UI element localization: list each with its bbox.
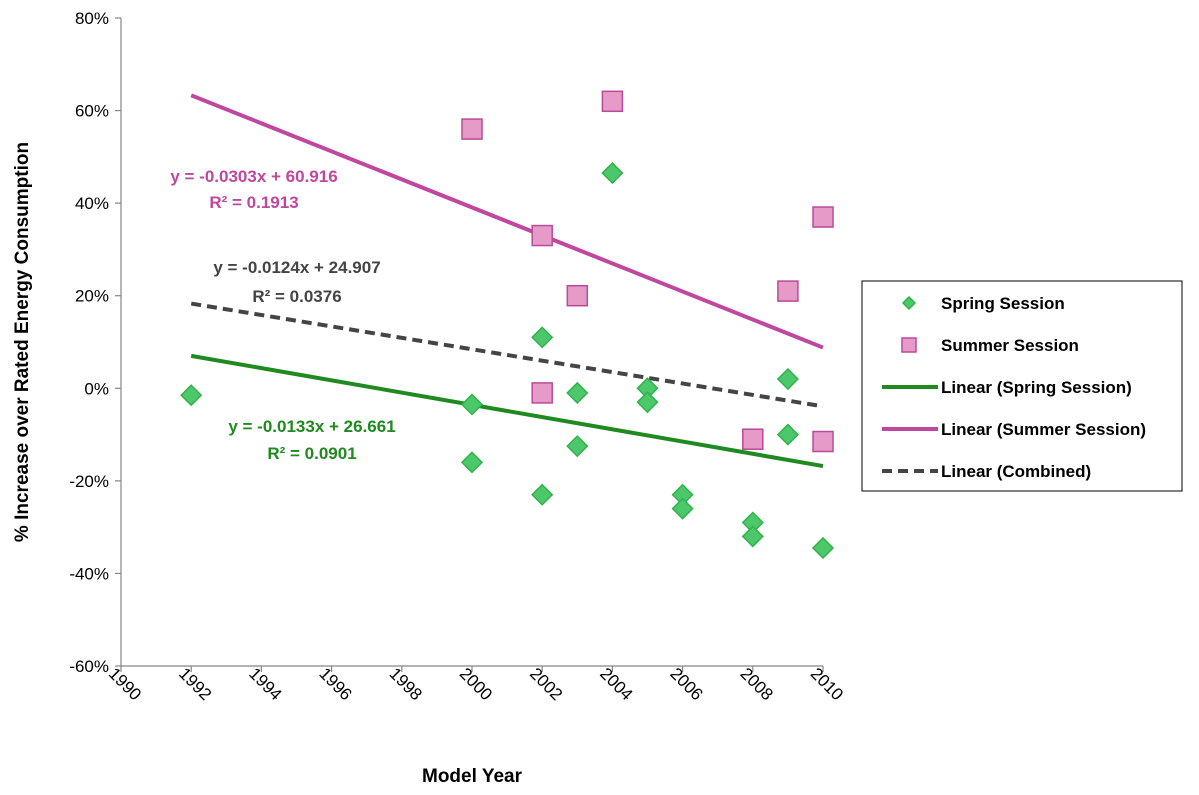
trendline (190, 93, 824, 350)
trendline-r2: R² = 0.0901 (267, 444, 356, 463)
y-tick-label: 80% (75, 9, 109, 28)
summer-point (812, 206, 834, 228)
spring-point (566, 435, 589, 458)
x-tick-label: 2004 (596, 664, 636, 704)
trendline-equations: y = -0.0133x + 26.661 R² = 0.0901 y = -0.0… (170, 167, 395, 463)
x-tick-label: 2010 (807, 664, 847, 704)
legend-label: Summer Session (941, 336, 1079, 355)
spring-point (460, 393, 484, 416)
x-axis-title: Model Year (422, 766, 523, 787)
y-tick-label: -60% (69, 657, 109, 676)
legend-spring-marker (901, 295, 917, 311)
y-tick-label: -40% (69, 564, 109, 583)
spring-point (776, 367, 799, 391)
trendline-equation: y = -0.0124x + 24.907 (213, 258, 380, 277)
trendline-r2: R² = 0.1913 (209, 193, 298, 212)
legend-label: Linear (Summer Session) (941, 420, 1146, 439)
trendline-equation: y = -0.0133x + 26.661 (228, 417, 395, 436)
spring-point (671, 497, 694, 520)
legend-label: Spring Session (941, 294, 1065, 313)
x-tick-label: 2000 (456, 664, 496, 704)
trendline-equation: y = -0.0303x + 60.916 (170, 167, 337, 186)
spring-point (776, 423, 799, 446)
summer-point (566, 284, 589, 307)
legend-label: Linear (Combined) (941, 462, 1091, 481)
x-tick-label: 1992 (175, 664, 215, 704)
x-tick-label: 1996 (315, 664, 355, 704)
x-tick-label: 2008 (737, 664, 777, 704)
spring-point (741, 525, 764, 548)
y-axis-title: % Increase over Rated Energy Consumption (12, 142, 33, 542)
summer-point (812, 430, 834, 453)
legend: Spring Session Summer Session Linear (Spri… (861, 280, 1183, 492)
x-tick-label: 1994 (245, 664, 285, 704)
summer-point (777, 280, 799, 302)
spring-point (601, 161, 624, 185)
trendline-r2: R² = 0.0376 (252, 287, 341, 306)
summer-point (742, 428, 764, 450)
trendlines (190, 93, 824, 469)
spring-point (460, 451, 484, 474)
x-tick-label: 2006 (666, 664, 706, 704)
trendline (190, 301, 824, 409)
y-tick-label: 40% (75, 194, 109, 213)
x-tick-label: 1990 (105, 664, 145, 704)
trendline (190, 353, 824, 469)
legend-summer-marker (901, 337, 917, 353)
axes: -60% -40% -20% 0% 20% 40% 60% 80% 1990 1992 1994 19… (69, 9, 847, 704)
x-tick-label: 2002 (526, 664, 566, 704)
spring-point (811, 536, 835, 560)
y-tick-label: 0% (84, 379, 109, 398)
summer-point (461, 118, 483, 140)
x-tick-label: 1998 (386, 664, 426, 704)
y-tick-label: 20% (75, 287, 109, 306)
y-tick-label: -20% (69, 472, 109, 491)
summer-point (531, 224, 553, 247)
legend-label: Linear (Spring Session) (941, 378, 1132, 397)
spring-point (531, 483, 554, 506)
data-points (180, 90, 835, 560)
summer-point (601, 90, 624, 113)
spring-point (566, 381, 589, 404)
spring-point (636, 391, 659, 414)
y-tick-label: 60% (75, 102, 109, 121)
spring-point (531, 326, 554, 349)
spring-point (180, 384, 203, 407)
summer-point (531, 382, 553, 404)
